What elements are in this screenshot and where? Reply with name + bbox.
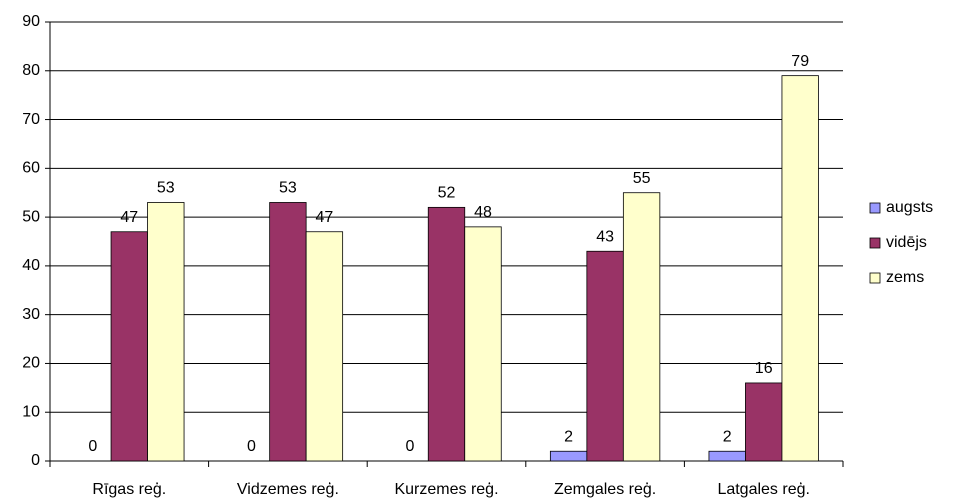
y-tick-label: 90 <box>22 13 40 30</box>
legend-swatch <box>869 237 881 249</box>
data-label: 2 <box>564 428 573 445</box>
y-tick-label: 50 <box>22 208 40 225</box>
y-tick-label: 0 <box>31 452 40 469</box>
data-label: 55 <box>633 170 651 187</box>
bar <box>464 226 502 462</box>
x-tick-label: Vidzemes reģ. <box>237 480 339 498</box>
bar <box>745 382 783 462</box>
bar <box>622 192 661 462</box>
data-label: 48 <box>474 204 492 221</box>
data-label: 16 <box>755 360 773 377</box>
data-label: 43 <box>596 228 614 245</box>
bar <box>147 202 185 462</box>
y-tick-label: 80 <box>22 62 40 79</box>
data-label: 53 <box>279 180 297 197</box>
bar <box>708 450 746 462</box>
bar <box>781 75 819 462</box>
data-label: 47 <box>120 209 138 226</box>
x-tick-label: Rīgas reģ. <box>92 480 166 498</box>
y-tick-label: 40 <box>22 257 40 274</box>
data-label: 47 <box>316 209 334 226</box>
legend-label: augsts <box>886 199 933 216</box>
y-tick-label: 30 <box>22 306 40 323</box>
x-tick-label: Latgales reģ. <box>717 480 810 498</box>
legend-label: vidējs <box>886 234 927 251</box>
bar <box>586 250 624 462</box>
y-tick-label: 20 <box>22 355 40 372</box>
data-label: 0 <box>406 438 415 455</box>
legend-swatch <box>869 272 881 284</box>
data-label: 0 <box>247 438 256 455</box>
x-tick-label: Zemgales reģ. <box>554 480 656 498</box>
bar <box>305 231 344 462</box>
y-tick-label: 60 <box>22 160 40 177</box>
data-label: 79 <box>791 53 809 70</box>
y-tick-label: 10 <box>22 403 40 420</box>
bar <box>110 231 148 462</box>
x-tick-label: Kurzemes reģ. <box>394 480 498 498</box>
data-label: 52 <box>438 185 456 202</box>
bar <box>269 202 307 462</box>
y-tick-label: 70 <box>22 111 40 128</box>
bar <box>427 206 466 462</box>
data-label: 53 <box>157 180 175 197</box>
data-label: 0 <box>88 438 97 455</box>
legend-label: zems <box>886 269 924 286</box>
data-label: 2 <box>723 428 732 445</box>
legend-swatch <box>869 202 881 214</box>
bar <box>549 450 588 462</box>
